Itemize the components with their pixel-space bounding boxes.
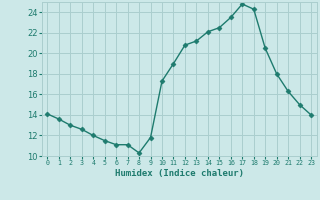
X-axis label: Humidex (Indice chaleur): Humidex (Indice chaleur) <box>115 169 244 178</box>
